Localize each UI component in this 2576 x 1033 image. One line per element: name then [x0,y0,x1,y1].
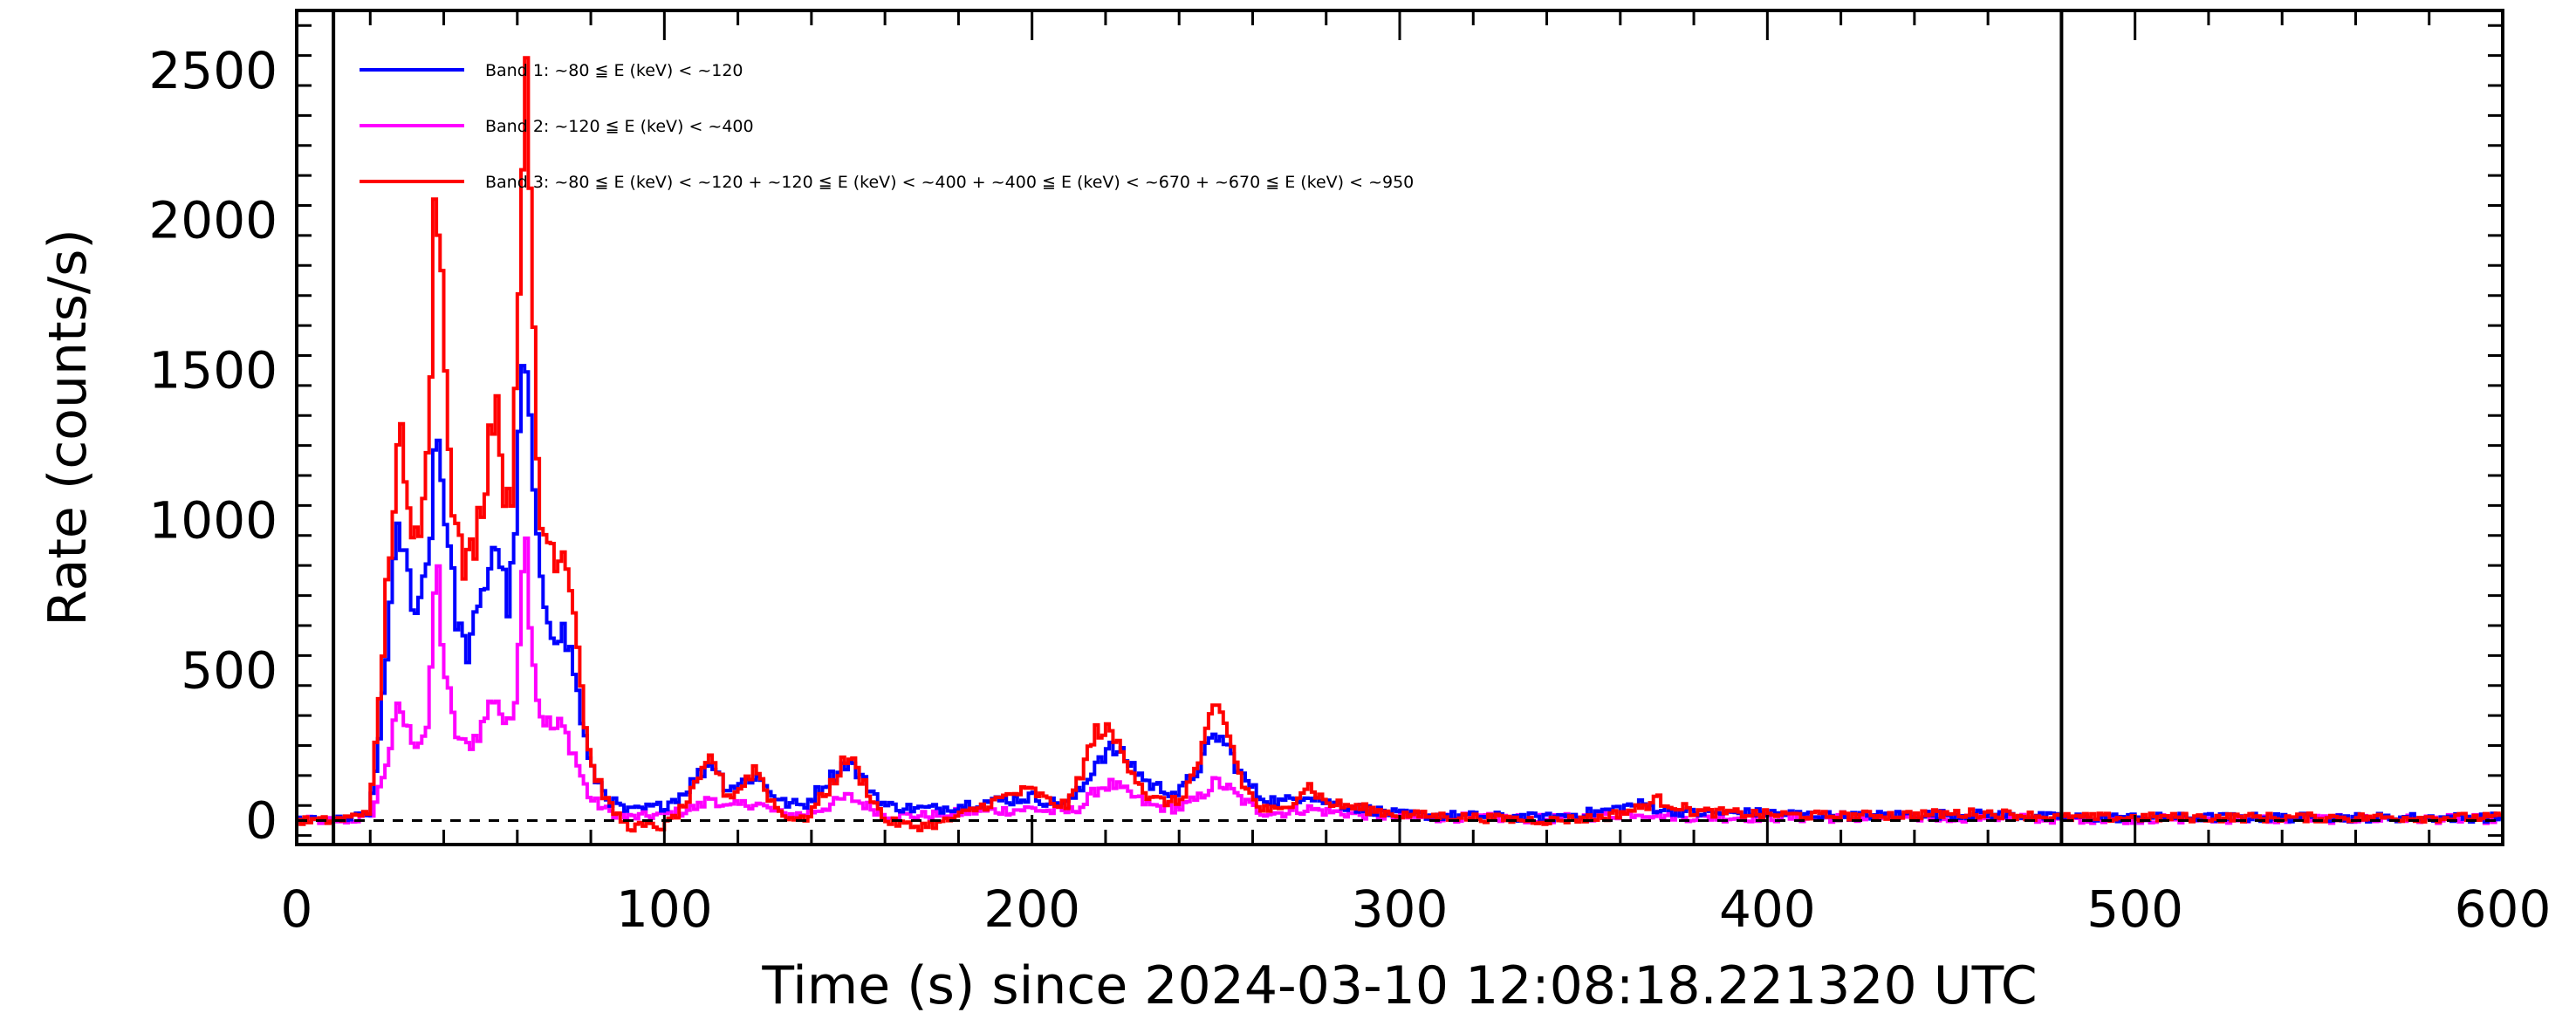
y-tick-label: 2000 [148,191,277,250]
y-tick-label: 0 [245,790,277,850]
x-tick-label: 400 [1719,879,1816,939]
y-tick-label: 1500 [148,341,277,400]
legend-label-2: Band 2: ~120 ≦ E (keV) < ~400 [485,117,754,136]
legend-label-3: Band 3: ~80 ≦ E (keV) < ~120 + ~120 ≦ E … [485,173,1414,192]
x-tick-label: 600 [2455,879,2552,939]
legend: Band 1: ~80 ≦ E (keV) < ~120 Band 2: ~120… [360,61,1414,192]
y-axis-ticks: 0 500 1000 1500 2000 2500 [148,24,2503,850]
y-tick-label: 1000 [148,491,277,551]
y-axis-title: Rate (counts/s) [38,229,99,626]
x-tick-label: 0 [281,879,313,939]
x-tick-label: 300 [1352,879,1449,939]
x-tick-label: 500 [2086,879,2183,939]
x-tick-label: 100 [616,879,713,939]
x-axis-title: Time (s) since 2024-03-10 12:08:18.22132… [761,955,2037,1016]
legend-label-1: Band 1: ~80 ≦ E (keV) < ~120 [485,61,743,80]
y-tick-label: 2500 [148,41,277,100]
x-axis-ticks: 0 100 200 300 400 500 600 [281,10,2552,939]
x-tick-label: 200 [983,879,1080,939]
y-tick-label: 500 [181,641,277,701]
